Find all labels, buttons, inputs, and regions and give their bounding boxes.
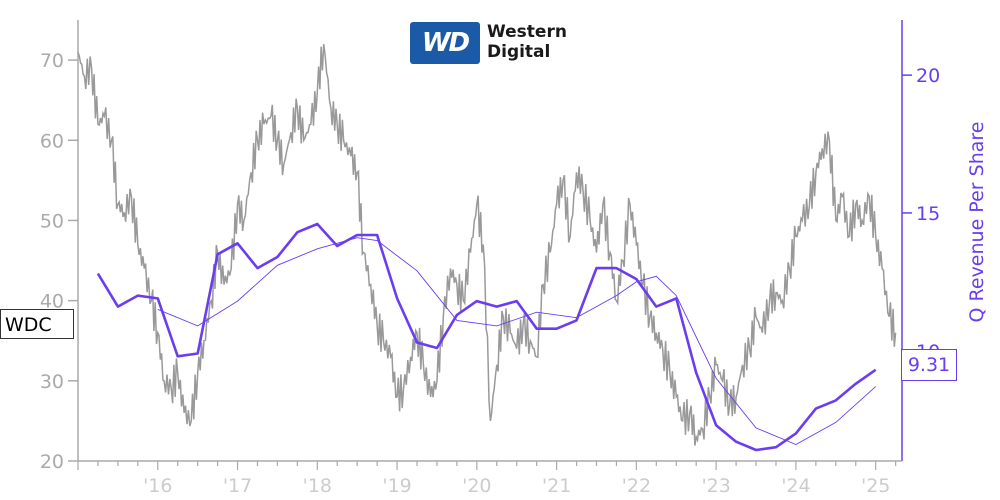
company-logo-wordmark: Western Digital bbox=[487, 22, 567, 62]
x-tick-label: '19 bbox=[382, 475, 411, 497]
left-tick-label: 70 bbox=[40, 50, 64, 72]
x-tick-label: '21 bbox=[542, 475, 571, 497]
x-tick-label: '23 bbox=[701, 475, 730, 497]
revenue-average-series bbox=[157, 237, 877, 445]
revenue-average-line bbox=[157, 237, 877, 445]
x-tick-label: '16 bbox=[143, 475, 172, 497]
logo-mark-text: WD bbox=[421, 28, 470, 58]
x-tick-label: '22 bbox=[622, 475, 651, 497]
x-tick-label: '17 bbox=[223, 475, 252, 497]
x-tick-label: '25 bbox=[861, 475, 890, 497]
company-logo-mark: WD bbox=[410, 22, 480, 64]
left-tick-label: 40 bbox=[40, 291, 64, 313]
logo-line-1: Western bbox=[487, 22, 567, 42]
x-axis: '16 '17 '18 '19 '20 '21 '22 '23 '24 '25 bbox=[77, 460, 902, 497]
right-axis-label: Q Revenue Per Share bbox=[966, 122, 988, 323]
left-tick-label: 60 bbox=[40, 130, 64, 152]
right-tick-label: 20 bbox=[916, 65, 940, 87]
x-tick-label: '24 bbox=[781, 475, 810, 497]
x-tick-label: '20 bbox=[462, 475, 491, 497]
left-tick-label: 20 bbox=[40, 451, 64, 473]
price-series bbox=[77, 44, 897, 446]
ticker-label: WDC bbox=[0, 309, 74, 339]
left-tick-label: 30 bbox=[40, 371, 64, 393]
x-tick-label: '18 bbox=[303, 475, 332, 497]
left-tick-label: 50 bbox=[40, 210, 64, 232]
right-tick-label: 15 bbox=[916, 203, 940, 225]
logo-line-2: Digital bbox=[487, 42, 551, 62]
revenue-series bbox=[96, 222, 877, 452]
last-value-label: 9.31 bbox=[901, 349, 957, 381]
left-axis: 20 30 40 50 60 70 bbox=[40, 20, 79, 473]
revenue-line bbox=[96, 222, 877, 452]
price-line bbox=[77, 44, 897, 446]
right-axis: 101520 bbox=[901, 20, 940, 461]
